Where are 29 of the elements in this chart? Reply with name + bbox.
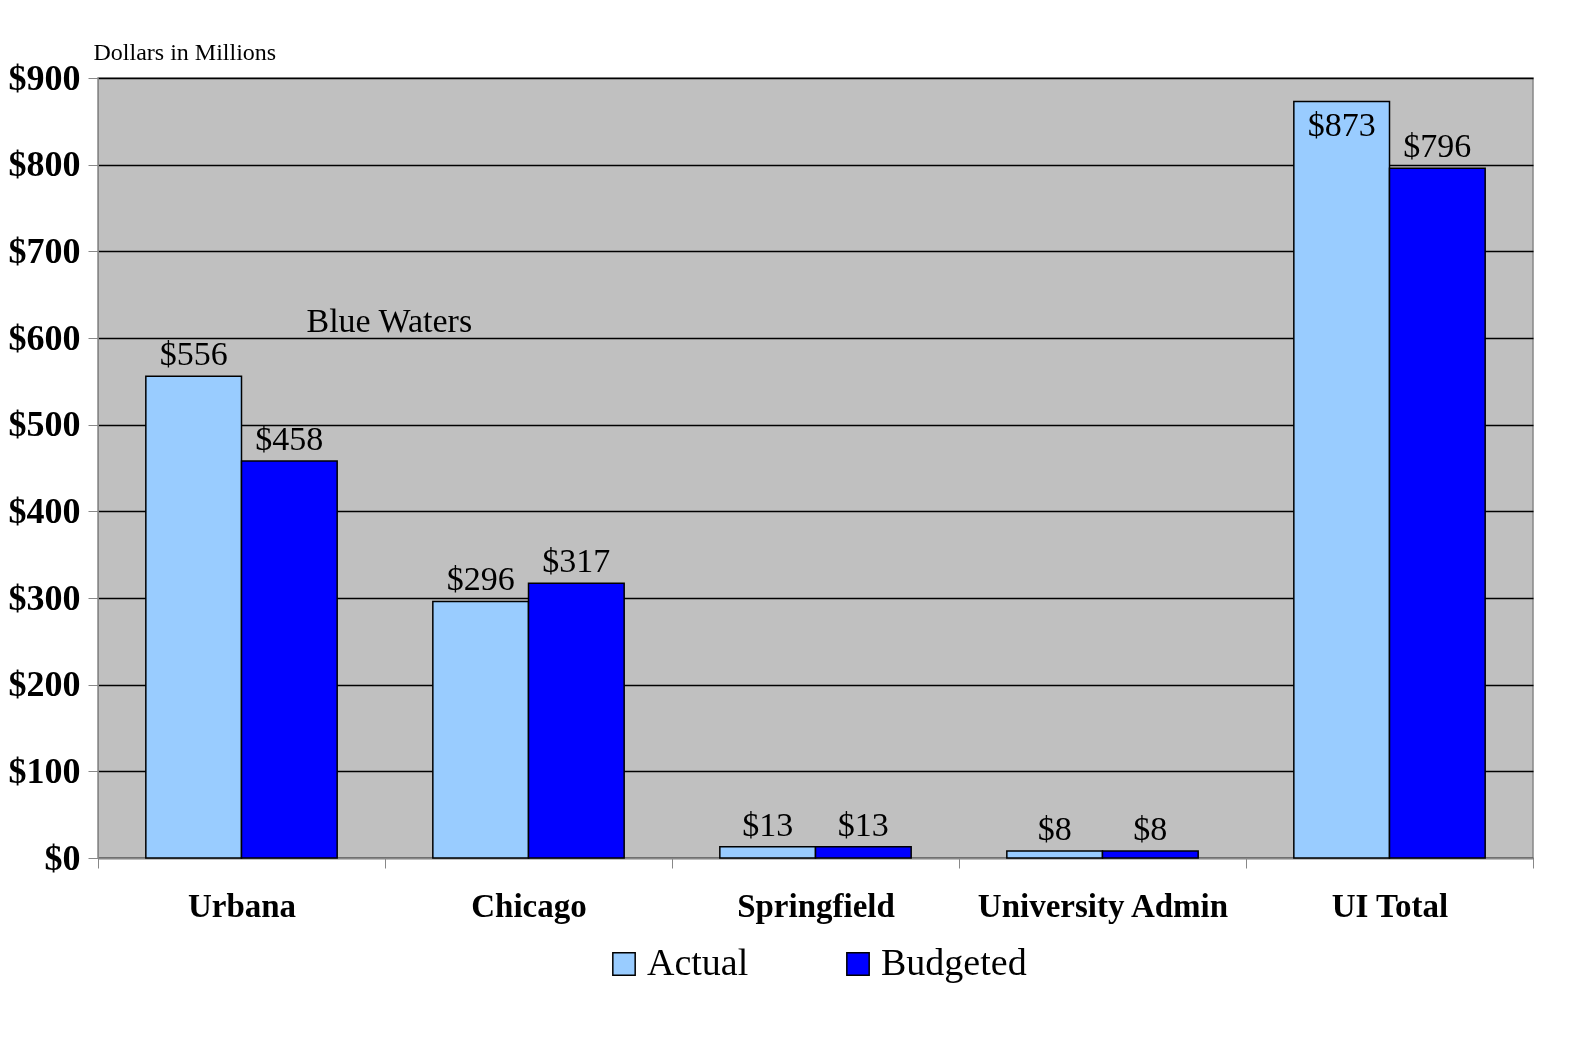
- x-tick-label: Chicago: [471, 887, 587, 924]
- y-tick-label: $900: [8, 57, 81, 98]
- data-label: $317: [542, 542, 611, 580]
- data-label: $796: [1403, 127, 1472, 165]
- y-tick-label: $100: [8, 750, 81, 791]
- data-label: $13: [837, 805, 889, 843]
- data-label: $296: [446, 560, 515, 598]
- y-tick-label: $300: [8, 577, 81, 618]
- y-axis-title: Dollars in Millions: [93, 38, 277, 65]
- y-tick-label: $0: [44, 837, 81, 878]
- data-label: $873: [1307, 106, 1376, 144]
- legend-label: Budgeted: [881, 941, 1027, 983]
- data-label: $8: [1037, 810, 1072, 848]
- data-label: $458: [255, 420, 324, 458]
- y-tick-label: $700: [8, 230, 81, 271]
- legend-label: Actual: [647, 941, 749, 983]
- y-tick-label: $400: [8, 490, 81, 531]
- annotation: Blue Waters: [306, 301, 473, 339]
- x-tick-label: UI Total: [1331, 887, 1449, 924]
- y-tick-label: $500: [8, 404, 81, 445]
- data-label: $556: [159, 335, 228, 373]
- x-tick-label: Springfield: [737, 887, 895, 924]
- y-tick-label: $800: [8, 144, 81, 185]
- data-label: $8: [1133, 810, 1168, 848]
- x-tick-label: University Admin: [977, 887, 1229, 924]
- y-tick-label: $600: [8, 317, 81, 358]
- y-tick-label: $200: [8, 664, 81, 705]
- data-label: $13: [742, 805, 794, 843]
- x-tick-label: Urbana: [187, 887, 297, 924]
